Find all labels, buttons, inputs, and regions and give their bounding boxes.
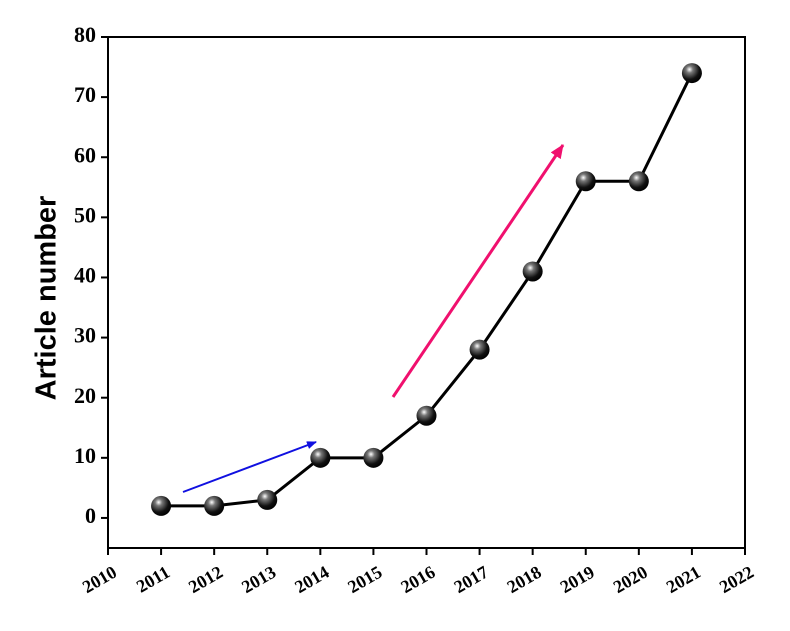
x-tick-label: 2014 <box>291 562 332 597</box>
data-point <box>628 171 649 192</box>
x-tick-label: 2016 <box>397 562 438 597</box>
x-tick-label: 2013 <box>238 562 279 597</box>
trend-arrow <box>391 144 565 398</box>
data-line <box>161 72 694 508</box>
y-tick-label: 70 <box>74 82 96 107</box>
data-point <box>575 171 596 192</box>
x-tick-label: 2020 <box>610 562 651 597</box>
x-tick-label: 2010 <box>79 562 120 597</box>
x-tick-label: 2018 <box>504 562 545 597</box>
y-tick-label: 60 <box>74 142 96 167</box>
data-point <box>204 495 225 516</box>
y-tick-label: 10 <box>74 443 96 468</box>
data-point <box>416 405 437 426</box>
y-tick-label: 50 <box>74 202 96 227</box>
trend-arrow <box>182 441 317 493</box>
data-point <box>363 447 384 468</box>
x-tick-label: 2011 <box>133 562 173 597</box>
x-tick-label: 2017 <box>450 562 491 597</box>
y-axis-label: Article number <box>31 196 63 401</box>
y-tick-label: 20 <box>74 383 96 408</box>
data-point <box>522 261 543 282</box>
x-tick-label: 2015 <box>344 562 385 597</box>
x-tick-label: 2022 <box>716 562 757 597</box>
y-tick-label: 30 <box>74 323 96 348</box>
y-tick-label: 40 <box>74 263 96 288</box>
data-point <box>151 495 172 516</box>
plot: 0 10 20 30 40 50 60 70 80 2010 2011 2012 2013 2014 201… <box>74 22 757 597</box>
data-point <box>310 447 331 468</box>
plot-frame <box>107 36 746 549</box>
x-tick-label: 2021 <box>663 562 704 597</box>
x-tick-label: 2019 <box>557 562 598 597</box>
data-point <box>681 63 702 84</box>
data-point <box>469 339 490 360</box>
data-point <box>257 489 278 510</box>
x-tick-label: 2012 <box>185 562 226 597</box>
y-tick-label: 0 <box>85 503 96 528</box>
y-tick-label: 80 <box>74 22 96 47</box>
